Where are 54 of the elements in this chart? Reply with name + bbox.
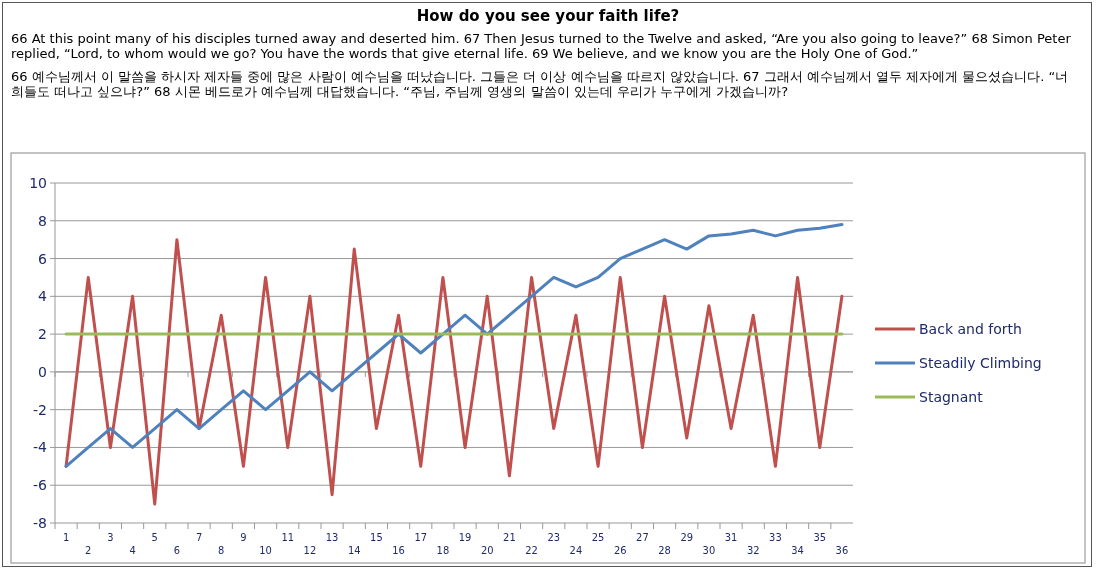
x-tick-label: 5 — [151, 531, 158, 544]
x-tick-label: 17 — [414, 531, 428, 544]
legend-label: Back and forth — [919, 321, 1022, 337]
x-tick-label: 8 — [218, 544, 225, 557]
chart-title: How do you see your faith life? — [415, 7, 681, 25]
y-tick-label: 2 — [38, 326, 47, 343]
x-tick-label: 27 — [636, 531, 649, 544]
x-tick-label: 33 — [769, 531, 782, 544]
x-tick-label: 13 — [325, 531, 339, 544]
x-tick-label: 14 — [347, 544, 361, 557]
y-tick-label: -2 — [33, 401, 47, 418]
x-tick-label: 30 — [702, 544, 716, 557]
y-tick-label: -6 — [33, 477, 48, 494]
y-tick-label: -8 — [33, 515, 47, 531]
x-tick-label: 36 — [835, 544, 849, 557]
y-tick-label: 0 — [38, 363, 47, 380]
x-tick-label: 32 — [746, 544, 760, 557]
line-series — [64, 223, 844, 468]
y-tick-label: 8 — [38, 212, 47, 229]
x-tick-label: 24 — [569, 544, 583, 557]
x-tick-label: 23 — [547, 531, 561, 544]
x-tick-label: 15 — [370, 531, 383, 544]
chart-subtitle: 66 At this point many of his disciples turned away and deserted him. 67 Then Jesus turned to the Twelve and asked, “Are you also going to leave?” 68 Simon Peter replied, “Lord, to whom would we go? You have the words that give eternal life. 69 We believe, and we know you are the Holy One of God.” — [11, 31, 1072, 61]
x-tick-label: 3 — [107, 531, 114, 544]
line-series — [64, 238, 844, 506]
x-tick-label: 2 — [85, 544, 92, 557]
x-tick-label: 18 — [436, 544, 450, 557]
legend-label: Steadily Climbing — [919, 355, 1042, 371]
x-tick-label: 35 — [813, 531, 827, 544]
x-tick-label: 10 — [259, 544, 272, 557]
x-tick-label: 19 — [458, 531, 472, 544]
x-tick-label: 6 — [173, 544, 181, 557]
x-tick-label: 25 — [591, 531, 605, 544]
y-tick-label: 4 — [38, 288, 48, 305]
x-tick-label: 16 — [392, 544, 405, 557]
text: 66 예수님께서 이 말씀을 하시자 제자들 중에 많은 사람이 예수님을 떠났습니다. 그들은 더 이상 예수님을 따르지 않았습니다. 67 그래서 예수님께서 열두 제자에게 물으셨습니다. “너희들도 떠나고 싶으냐?” 68 시몬 베드로가 예수님께 대답했습니다. “주님, 주님께 영생의 말씀이 있는데 우리가 누구에게 가겠습니까? — [11, 69, 1070, 99]
x-tick-label: 9 — [240, 531, 247, 544]
x-tick-label: 7 — [195, 531, 203, 544]
x-tick-label: 26 — [613, 544, 627, 557]
x-tick-label: 20 — [480, 544, 494, 557]
x-tick-label: 31 — [724, 531, 738, 544]
legend-label: Stagnant — [919, 389, 984, 405]
x-tick-label: 1 — [62, 531, 70, 544]
x-tick-label: 11 — [281, 531, 295, 544]
x-tick-label: 34 — [791, 544, 804, 557]
y-tick-label: 6 — [38, 250, 48, 267]
x-tick-label: 29 — [680, 531, 694, 544]
x-tick-label: 22 — [525, 544, 538, 557]
y-tick-label: -4 — [33, 439, 48, 456]
x-tick-label: 12 — [303, 544, 317, 557]
x-tick-label: 21 — [503, 531, 516, 544]
x-tick-label: 4 — [129, 544, 136, 557]
y-tick-label: 10 — [29, 175, 47, 191]
x-tick-label: 28 — [658, 544, 671, 557]
